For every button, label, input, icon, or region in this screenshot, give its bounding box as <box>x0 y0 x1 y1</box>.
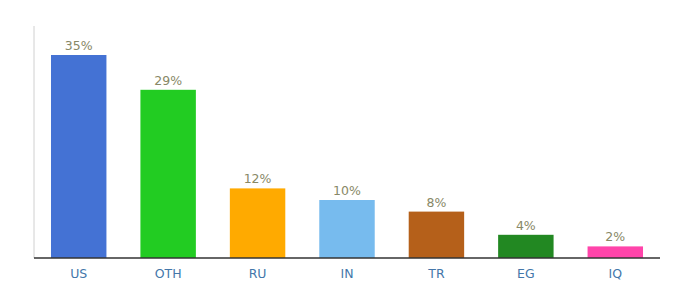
x-tick-label: US <box>70 266 87 281</box>
chart-container: 35% 29% 12% 10% 8% 4% 2% US OTH RU IN TR EG IQ <box>0 0 680 300</box>
bar <box>588 246 643 258</box>
x-tick-label: OTH <box>155 266 182 281</box>
data-label: 35% <box>65 38 93 53</box>
x-tick-label: IN <box>340 266 353 281</box>
data-label: 29% <box>154 73 182 88</box>
bar <box>409 212 464 258</box>
bar <box>140 90 195 258</box>
x-tick-label: IQ <box>609 266 623 281</box>
data-label: 4% <box>516 218 536 233</box>
data-label: 2% <box>605 229 625 244</box>
x-axis <box>34 257 660 259</box>
bar <box>498 235 553 258</box>
bars <box>51 55 643 258</box>
bar <box>230 188 285 258</box>
chart: 35% 29% 12% 10% 8% 4% 2% US OTH RU IN TR EG IQ <box>0 0 680 300</box>
x-tick-label: RU <box>249 266 267 281</box>
bar <box>319 200 374 258</box>
x-tick-label: EG <box>517 266 535 281</box>
bar <box>51 55 106 258</box>
data-label: 8% <box>427 195 447 210</box>
x-tick-label: TR <box>427 266 445 281</box>
y-axis <box>34 26 35 258</box>
data-label: 10% <box>333 183 361 198</box>
data-label: 12% <box>244 171 272 186</box>
